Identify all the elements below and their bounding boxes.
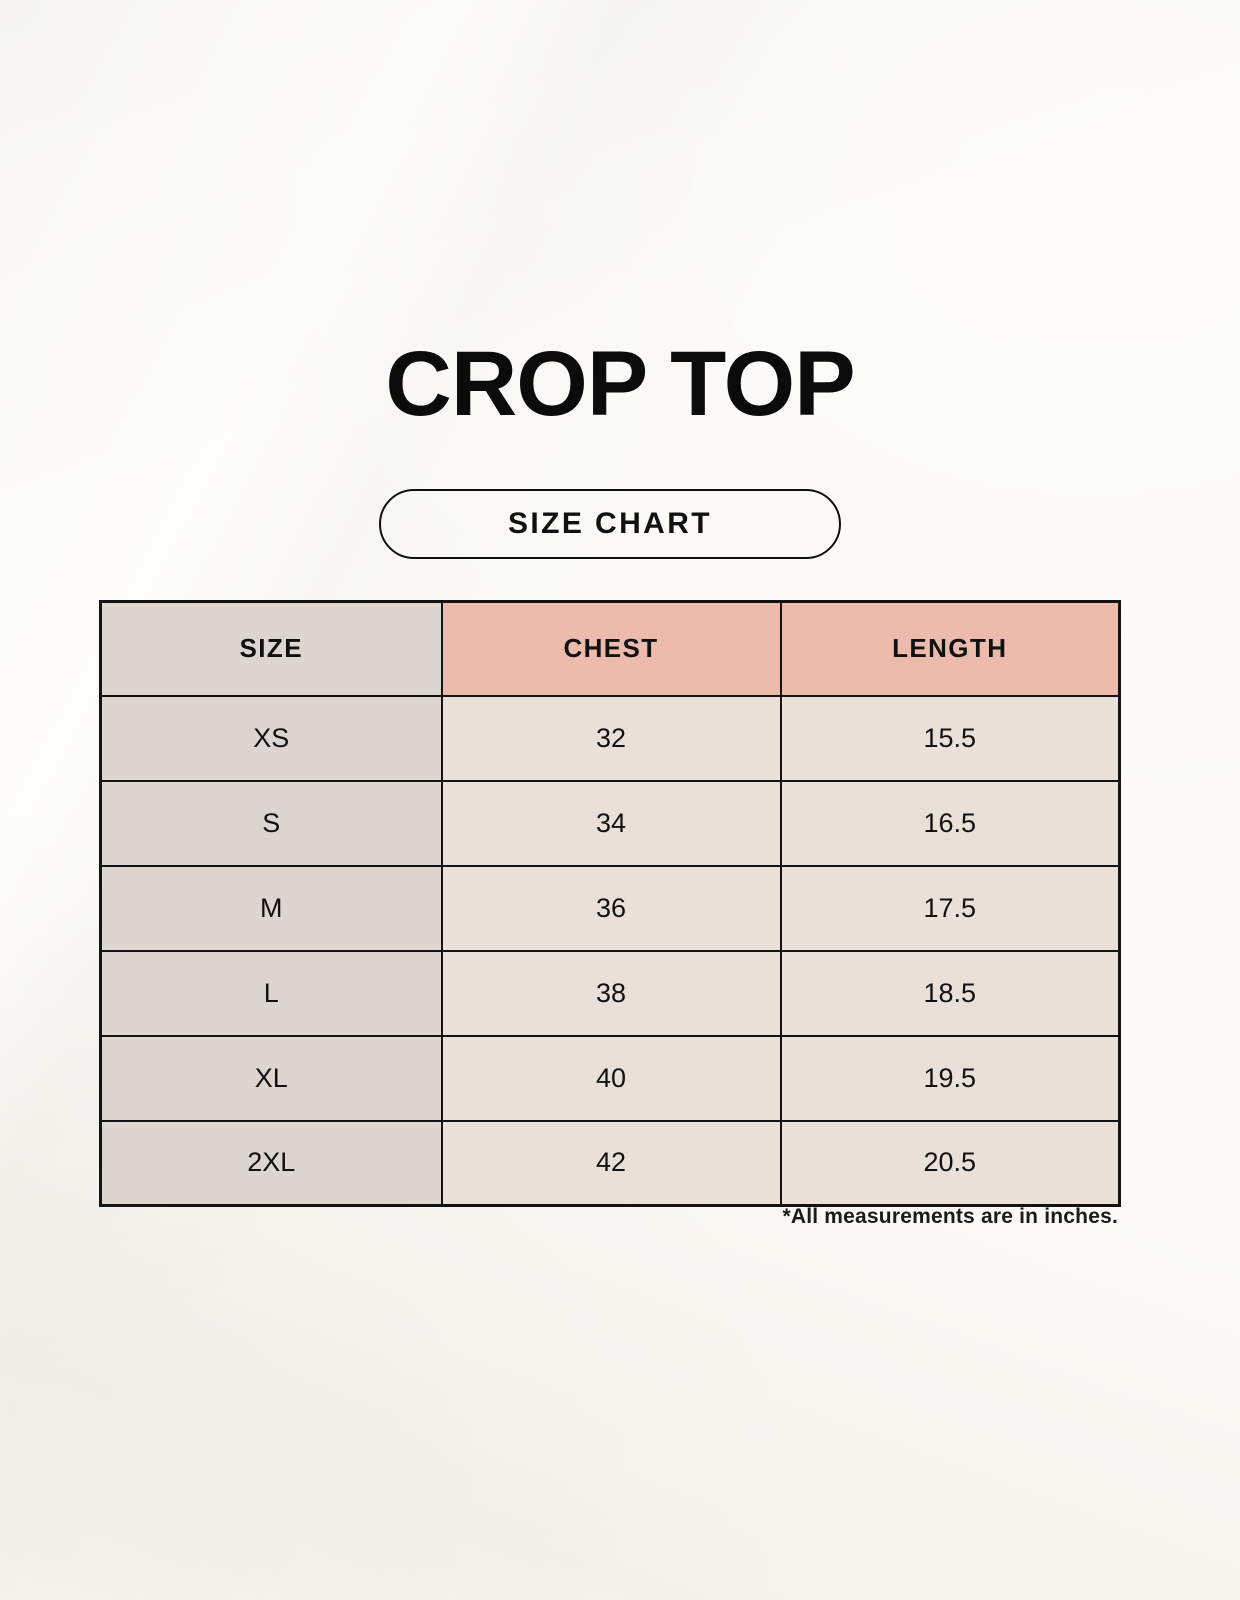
size-chart-pill-label: SIZE CHART [508, 507, 712, 540]
cell-chest: 34 [440, 779, 782, 867]
cell-length: 19.5 [779, 1034, 1121, 1122]
cell-size: XL [99, 1034, 443, 1122]
page-title: CROP TOP [385, 333, 855, 435]
table-row: 2XL 42 20.5 [99, 1119, 1121, 1207]
table-row: XL 40 19.5 [99, 1034, 1121, 1122]
cell-size: L [99, 949, 443, 1037]
table-header-row: SIZE CHEST LENGTH [99, 600, 1121, 697]
cell-chest: 40 [440, 1034, 782, 1122]
cell-chest: 42 [440, 1119, 782, 1207]
cell-length: 18.5 [779, 949, 1121, 1037]
cell-chest: 38 [440, 949, 782, 1037]
cell-length: 15.5 [779, 694, 1121, 782]
table-row: S 34 16.5 [99, 779, 1121, 867]
size-chart-pill: SIZE CHART [379, 489, 841, 559]
cell-length: 17.5 [779, 864, 1121, 952]
table-row: XS 32 15.5 [99, 694, 1121, 782]
size-table-container: SIZE CHEST LENGTH XS 32 15.5 S 34 16.5 M [99, 600, 1121, 1207]
cell-chest: 32 [440, 694, 782, 782]
cell-size: XS [99, 694, 443, 782]
table-body: XS 32 15.5 S 34 16.5 M 36 17.5 L 38 [99, 694, 1121, 1207]
column-header-size: SIZE [99, 600, 443, 697]
table-header: SIZE CHEST LENGTH [99, 600, 1121, 697]
column-header-length: LENGTH [779, 600, 1121, 697]
cell-size: S [99, 779, 443, 867]
table-row: L 38 18.5 [99, 949, 1121, 1037]
cell-length: 20.5 [779, 1119, 1121, 1207]
column-header-chest: CHEST [440, 600, 782, 697]
size-chart-table: SIZE CHEST LENGTH XS 32 15.5 S 34 16.5 M [99, 600, 1121, 1207]
table-row: M 36 17.5 [99, 864, 1121, 952]
cell-size: M [99, 864, 443, 952]
cell-chest: 36 [440, 864, 782, 952]
cell-length: 16.5 [779, 779, 1121, 867]
cell-size: 2XL [99, 1119, 443, 1207]
measurements-footnote: *All measurements are in inches. [782, 1205, 1118, 1228]
